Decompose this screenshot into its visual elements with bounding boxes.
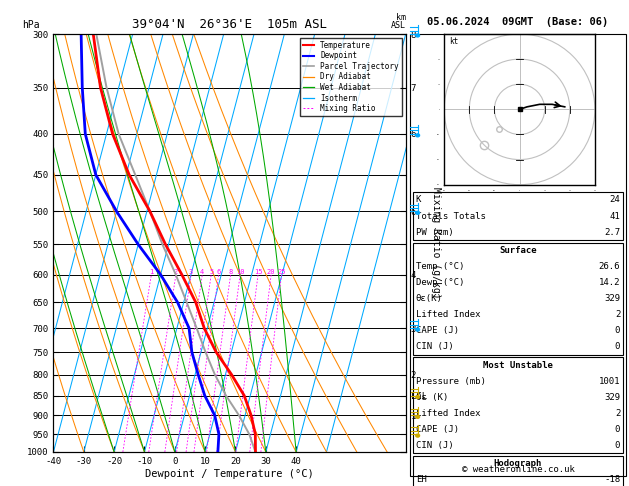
Text: 05.06.2024  09GMT  (Base: 06): 05.06.2024 09GMT (Base: 06) (427, 17, 609, 27)
Text: CIN (J): CIN (J) (416, 441, 454, 450)
Text: 3: 3 (189, 269, 193, 275)
Y-axis label: Mixing Ratio (g/kg): Mixing Ratio (g/kg) (431, 187, 440, 299)
Text: 329: 329 (604, 393, 620, 402)
Legend: Temperature, Dewpoint, Parcel Trajectory, Dry Adiabat, Wet Adiabat, Isotherm, Mi: Temperature, Dewpoint, Parcel Trajectory… (299, 38, 402, 116)
Text: 14.2: 14.2 (599, 278, 620, 287)
Text: Totals Totals: Totals Totals (416, 211, 486, 221)
Text: 0: 0 (615, 326, 620, 335)
Text: Dewp (°C): Dewp (°C) (416, 278, 464, 287)
Text: 10: 10 (236, 269, 245, 275)
Text: PW (cm): PW (cm) (416, 227, 454, 237)
Text: 0: 0 (615, 425, 620, 434)
Text: EH: EH (416, 475, 426, 485)
Text: CAPE (J): CAPE (J) (416, 425, 459, 434)
Text: Hodograph: Hodograph (494, 459, 542, 469)
Text: 0: 0 (615, 342, 620, 351)
Text: 26.6: 26.6 (599, 262, 620, 271)
Text: 6: 6 (216, 269, 221, 275)
Text: 1: 1 (149, 269, 153, 275)
Text: 24: 24 (610, 195, 620, 205)
Text: 2: 2 (615, 409, 620, 418)
Text: 8: 8 (228, 269, 233, 275)
Text: CAPE (J): CAPE (J) (416, 326, 459, 335)
Text: 0: 0 (615, 441, 620, 450)
Text: -18: -18 (604, 475, 620, 485)
Text: θε(K): θε(K) (416, 294, 443, 303)
Text: km
ASL: km ASL (391, 13, 406, 30)
Text: 4: 4 (200, 269, 204, 275)
Text: K: K (416, 195, 421, 205)
Text: 5: 5 (209, 269, 213, 275)
Text: kt: kt (449, 37, 459, 46)
Text: 1001: 1001 (599, 377, 620, 386)
Text: 41: 41 (610, 211, 620, 221)
Text: Pressure (mb): Pressure (mb) (416, 377, 486, 386)
Text: θε (K): θε (K) (416, 393, 448, 402)
Text: hPa: hPa (22, 20, 40, 30)
Text: 2.7: 2.7 (604, 227, 620, 237)
Text: Lifted Index: Lifted Index (416, 409, 481, 418)
Text: CIN (J): CIN (J) (416, 342, 454, 351)
Text: Lifted Index: Lifted Index (416, 310, 481, 319)
Title: 39°04'N  26°36'E  105m ASL: 39°04'N 26°36'E 105m ASL (132, 18, 327, 32)
Text: 25: 25 (277, 269, 286, 275)
Text: Surface: Surface (499, 246, 537, 255)
Text: Temp (°C): Temp (°C) (416, 262, 464, 271)
Text: 20: 20 (267, 269, 276, 275)
X-axis label: Dewpoint / Temperature (°C): Dewpoint / Temperature (°C) (145, 469, 314, 479)
Text: 2: 2 (615, 310, 620, 319)
Text: 329: 329 (604, 294, 620, 303)
Text: © weatheronline.co.uk: © weatheronline.co.uk (462, 465, 574, 474)
Text: 2: 2 (174, 269, 178, 275)
Text: Most Unstable: Most Unstable (483, 361, 553, 370)
Text: 15: 15 (254, 269, 262, 275)
